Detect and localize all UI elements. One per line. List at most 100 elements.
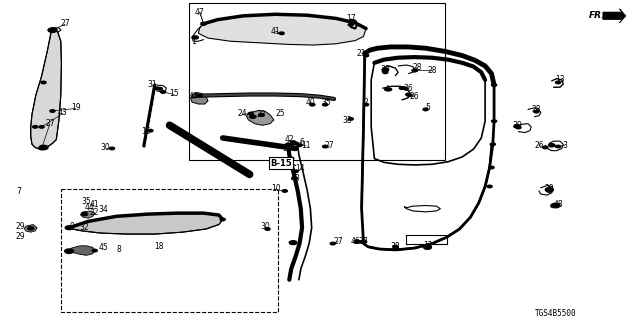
Text: 11: 11 bbox=[301, 141, 310, 150]
Polygon shape bbox=[81, 211, 95, 218]
Circle shape bbox=[534, 110, 539, 113]
Circle shape bbox=[293, 170, 298, 172]
Text: 2: 2 bbox=[364, 98, 369, 107]
Circle shape bbox=[543, 146, 548, 149]
Circle shape bbox=[291, 141, 296, 143]
Circle shape bbox=[39, 125, 44, 128]
Circle shape bbox=[81, 212, 88, 216]
Circle shape bbox=[412, 69, 417, 72]
Polygon shape bbox=[603, 9, 626, 23]
Circle shape bbox=[291, 147, 298, 150]
Circle shape bbox=[364, 103, 369, 106]
Text: 20: 20 bbox=[544, 184, 554, 193]
Text: 42: 42 bbox=[284, 135, 294, 144]
Text: 13: 13 bbox=[555, 76, 565, 84]
Circle shape bbox=[382, 68, 388, 71]
Text: 46: 46 bbox=[350, 237, 360, 246]
Circle shape bbox=[284, 144, 289, 147]
Text: 47: 47 bbox=[188, 92, 198, 101]
Circle shape bbox=[545, 188, 553, 192]
Text: 34: 34 bbox=[99, 205, 109, 214]
Text: 40: 40 bbox=[305, 98, 316, 107]
Circle shape bbox=[399, 87, 404, 89]
Circle shape bbox=[197, 94, 202, 97]
Text: 18: 18 bbox=[154, 242, 163, 251]
Circle shape bbox=[154, 87, 159, 89]
Circle shape bbox=[406, 93, 411, 96]
Text: B-15: B-15 bbox=[270, 159, 292, 168]
Text: 29: 29 bbox=[15, 232, 26, 241]
Text: 43: 43 bbox=[291, 174, 301, 183]
Circle shape bbox=[39, 147, 44, 150]
Circle shape bbox=[551, 205, 556, 207]
Text: 47: 47 bbox=[195, 8, 205, 17]
Text: 12: 12 bbox=[423, 241, 432, 250]
Circle shape bbox=[516, 126, 521, 129]
Text: 27: 27 bbox=[45, 119, 55, 128]
Circle shape bbox=[360, 240, 367, 243]
Circle shape bbox=[248, 112, 253, 115]
Circle shape bbox=[289, 157, 294, 160]
Bar bbox=[189, 3, 445, 160]
Text: 28: 28 bbox=[428, 66, 436, 75]
Circle shape bbox=[490, 143, 495, 146]
Text: 41: 41 bbox=[90, 200, 100, 209]
Circle shape bbox=[220, 218, 225, 221]
Polygon shape bbox=[191, 92, 208, 104]
Circle shape bbox=[292, 177, 297, 180]
Circle shape bbox=[383, 71, 388, 74]
Text: 43: 43 bbox=[58, 108, 68, 117]
Circle shape bbox=[65, 226, 73, 230]
Text: 48: 48 bbox=[553, 200, 563, 209]
Circle shape bbox=[354, 240, 360, 243]
Text: 32: 32 bbox=[79, 223, 90, 232]
Text: 15: 15 bbox=[169, 89, 179, 98]
Circle shape bbox=[92, 249, 97, 252]
Text: 30: 30 bbox=[260, 222, 271, 231]
Text: 28: 28 bbox=[532, 105, 541, 114]
Circle shape bbox=[39, 145, 48, 150]
Circle shape bbox=[355, 240, 360, 243]
Circle shape bbox=[364, 54, 369, 57]
Text: 3: 3 bbox=[562, 141, 567, 150]
Circle shape bbox=[50, 29, 55, 31]
Circle shape bbox=[109, 147, 115, 150]
Text: 33: 33 bbox=[342, 116, 352, 125]
Circle shape bbox=[250, 115, 256, 118]
Polygon shape bbox=[24, 225, 37, 232]
Text: 26: 26 bbox=[534, 141, 544, 150]
Bar bbox=[61, 189, 278, 312]
Text: 10: 10 bbox=[271, 184, 282, 193]
Circle shape bbox=[487, 185, 492, 188]
Circle shape bbox=[402, 87, 407, 89]
Circle shape bbox=[556, 145, 561, 148]
Polygon shape bbox=[67, 213, 223, 234]
Circle shape bbox=[393, 245, 398, 248]
Polygon shape bbox=[69, 246, 95, 255]
Circle shape bbox=[423, 108, 428, 111]
Circle shape bbox=[492, 84, 497, 86]
Circle shape bbox=[412, 69, 417, 72]
Circle shape bbox=[393, 245, 398, 248]
Circle shape bbox=[425, 245, 430, 248]
Circle shape bbox=[297, 144, 302, 147]
Text: 5: 5 bbox=[425, 103, 430, 112]
Circle shape bbox=[285, 143, 293, 147]
Text: 25: 25 bbox=[275, 109, 285, 118]
Text: 39: 39 bbox=[380, 65, 390, 74]
Text: 19: 19 bbox=[70, 103, 81, 112]
Text: 27: 27 bbox=[324, 141, 335, 150]
Circle shape bbox=[48, 28, 57, 32]
Circle shape bbox=[323, 103, 328, 106]
Circle shape bbox=[282, 190, 287, 192]
Circle shape bbox=[361, 240, 366, 243]
Circle shape bbox=[41, 81, 46, 84]
Circle shape bbox=[192, 36, 198, 39]
Circle shape bbox=[548, 144, 555, 147]
Text: 27: 27 bbox=[333, 237, 343, 246]
Text: 31: 31 bbox=[147, 80, 157, 89]
Polygon shape bbox=[246, 110, 274, 125]
Circle shape bbox=[556, 81, 561, 84]
Circle shape bbox=[492, 120, 497, 123]
Circle shape bbox=[348, 23, 353, 26]
